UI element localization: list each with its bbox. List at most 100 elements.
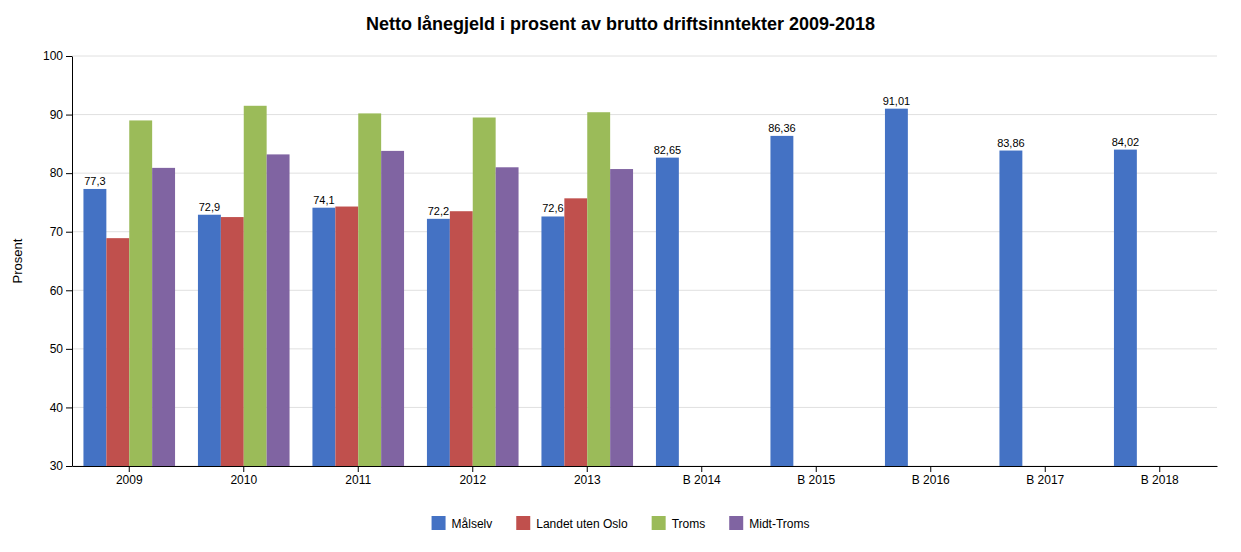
y-tick: 70	[50, 225, 72, 239]
bar-series	[83, 109, 1136, 466]
tick-mark	[1159, 466, 1160, 472]
bar	[106, 238, 129, 466]
bar	[312, 208, 335, 466]
y-tick: 40	[50, 401, 72, 415]
x-tick: B 2015	[797, 466, 835, 487]
data-label: 77,3	[84, 175, 105, 187]
legend-swatch	[652, 516, 666, 530]
tick-label: 2010	[230, 473, 257, 487]
data-label: 91,01	[883, 95, 911, 107]
data-label: 74,1	[313, 194, 334, 206]
bar	[335, 207, 358, 466]
bar	[381, 151, 404, 466]
x-axis: 2009 2010 2011 2012 2013 B 2014 B 2015 B 2016 B …	[73, 466, 1218, 487]
tick-label: 80	[50, 166, 64, 180]
tick-label: 70	[50, 225, 64, 239]
y-tick: 80	[50, 166, 72, 180]
tick-mark	[129, 466, 130, 472]
y-tick: 90	[50, 108, 72, 122]
legend-item: Landet uten Oslo	[516, 516, 628, 531]
tick-mark	[66, 115, 72, 116]
legend-swatch	[432, 516, 446, 530]
bars	[83, 106, 1136, 466]
x-tick: B 2016	[912, 466, 950, 487]
tick-mark	[816, 466, 817, 472]
x-tick: B 2014	[683, 466, 721, 487]
tick-mark	[587, 466, 588, 472]
grid-line	[72, 56, 1217, 57]
tick-label: 2013	[574, 473, 601, 487]
x-tick: 2012	[459, 466, 486, 487]
tick-mark	[66, 56, 72, 57]
data-label: 84,02	[1112, 136, 1140, 148]
bar	[770, 136, 793, 466]
legend-swatch	[516, 516, 530, 530]
bar	[152, 168, 175, 466]
tick-label: B 2017	[1026, 473, 1064, 487]
data-label: 82,65	[654, 144, 682, 156]
tick-label: 30	[50, 459, 64, 473]
bar	[656, 158, 679, 466]
data-label: 72,2	[428, 205, 449, 217]
axis-line	[72, 57, 73, 467]
bar-series	[152, 151, 633, 466]
bar	[610, 169, 633, 466]
tick-mark	[66, 466, 72, 467]
tick-label: 100	[43, 49, 63, 63]
bar	[267, 154, 290, 466]
y-tick: 30	[50, 459, 72, 473]
bar	[244, 106, 267, 466]
legend-swatch	[729, 516, 743, 530]
bar	[450, 211, 473, 466]
tick-label: 50	[50, 342, 64, 356]
tick-label: B 2016	[912, 473, 950, 487]
plot-area: 2009 2010 2011 2012 2013 B 2014 B 2015 B 2016 B …	[43, 49, 1218, 486]
bar	[999, 151, 1022, 466]
y-tick: 50	[50, 342, 72, 356]
legend-label: Målselv	[452, 517, 493, 531]
tick-label: 2012	[459, 473, 486, 487]
legend-label: Troms	[672, 517, 706, 531]
tick-mark	[358, 466, 359, 472]
x-tick: 2009	[116, 466, 143, 487]
tick-label: 90	[50, 108, 64, 122]
legend-item: Troms	[652, 516, 706, 531]
bar	[427, 219, 450, 466]
bar	[587, 112, 610, 466]
tick-mark	[66, 290, 72, 291]
x-tick: 2013	[574, 466, 601, 487]
tick-mark	[66, 232, 72, 233]
data-labels: 77,372,974,172,272,682,6586,3691,0183,86…	[84, 95, 1139, 217]
tick-label: B 2015	[797, 473, 835, 487]
tick-mark	[472, 466, 473, 472]
data-label: 83,86	[997, 137, 1025, 149]
legend-label: Midt-Troms	[749, 517, 809, 531]
data-label: 86,36	[768, 122, 796, 134]
tick-label: 2011	[345, 473, 371, 487]
y-tick: 100	[43, 49, 72, 63]
y-axis: 30 40 50 60 70 80 90 100	[43, 49, 73, 473]
data-label: 72,9	[199, 201, 220, 213]
bar	[473, 118, 496, 467]
tick-label: 2009	[116, 473, 143, 487]
tick-mark	[930, 466, 931, 472]
legend: Målselv Landet uten Oslo Troms Midt-Troms	[432, 516, 810, 531]
legend-label: Landet uten Oslo	[536, 517, 628, 531]
bar-series	[129, 106, 610, 466]
legend-item: Midt-Troms	[729, 516, 809, 531]
tick-mark	[243, 466, 244, 472]
tick-label: B 2018	[1141, 473, 1179, 487]
grid	[72, 56, 1217, 466]
tick-mark	[66, 349, 72, 350]
tick-mark	[701, 466, 702, 472]
tick-label: 60	[50, 284, 64, 298]
bar	[221, 217, 244, 466]
bar	[496, 167, 519, 466]
x-tick: B 2017	[1026, 466, 1064, 487]
bar	[1114, 150, 1137, 466]
title: Netto lånegjeld i prosent av brutto drif…	[366, 14, 875, 34]
chart: Netto lånegjeld i prosent av brutto drif…	[0, 0, 1241, 552]
y-tick: 60	[50, 284, 72, 298]
tick-label: B 2014	[683, 473, 721, 487]
tick-mark	[66, 173, 72, 174]
